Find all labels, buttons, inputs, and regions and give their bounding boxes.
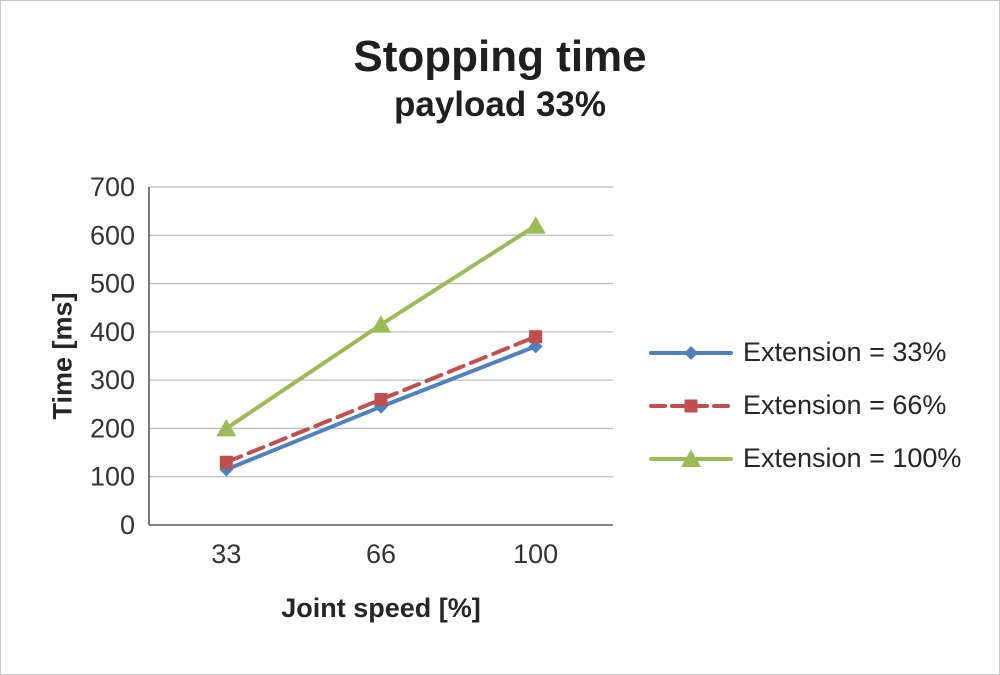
- chart-title-block: Stopping time payload 33%: [1, 31, 999, 126]
- y-tick-label: 300: [90, 365, 135, 395]
- x-tick-label: 100: [513, 539, 558, 569]
- y-tick-label: 500: [90, 269, 135, 299]
- legend: Extension = 33% Extension = 66% Extensio…: [649, 337, 961, 474]
- chart-subtitle: payload 33%: [393, 84, 607, 124]
- legend-label: Extension = 100%: [743, 443, 962, 473]
- series-marker: [216, 418, 237, 437]
- series-marker: [681, 449, 701, 467]
- y-tick-label: 100: [90, 462, 135, 492]
- legend-marker-extension-33-icon: [649, 345, 733, 360]
- x-tick-label: 66: [366, 539, 396, 569]
- series-marker: [529, 330, 543, 344]
- series-marker: [684, 399, 698, 412]
- legend-item: Extension = 33%: [649, 337, 961, 368]
- legend-marker-extension-66-icon: [649, 399, 733, 412]
- legend-item: Extension = 66%: [649, 390, 961, 421]
- y-axis-title: Time [ms]: [47, 292, 78, 420]
- series-marker: [684, 345, 698, 360]
- chart-title: Stopping time: [353, 32, 647, 81]
- y-tick-label: 200: [90, 413, 135, 443]
- legend-item: Extension = 100%: [649, 443, 961, 474]
- x-tick-label: 33: [211, 539, 241, 569]
- y-tick-label: 600: [90, 220, 135, 250]
- series-marker: [374, 392, 388, 406]
- legend-marker-extension-100-icon: [649, 449, 733, 467]
- series-marker: [371, 315, 391, 333]
- legend-label: Extension = 66%: [743, 390, 947, 420]
- legend-label: Extension = 33%: [743, 337, 947, 367]
- y-tick-label: 700: [90, 172, 135, 202]
- y-tick-label: 0: [120, 510, 135, 540]
- y-tick-label: 400: [90, 317, 135, 347]
- series-marker: [219, 455, 233, 469]
- series-marker: [525, 216, 546, 234]
- x-axis-title: Joint speed [%]: [281, 593, 481, 623]
